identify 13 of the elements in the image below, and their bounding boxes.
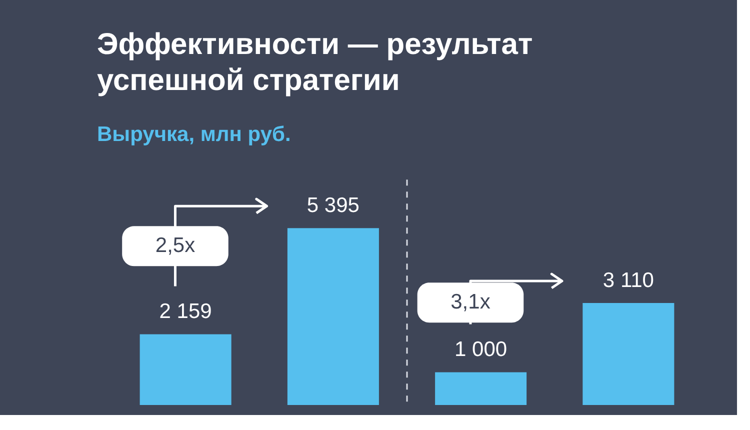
annotation: 2,5x	[155, 234, 196, 258]
data-label: 3 110	[602, 269, 654, 292]
text: Эффективности — результат	[97, 28, 533, 61]
bar	[582, 303, 674, 405]
data-label: 1 000	[454, 338, 508, 362]
bar	[140, 334, 232, 405]
bar	[287, 228, 379, 405]
data-label: 2 159	[159, 300, 212, 324]
chart-subtitle: Выручка, млн руб.	[97, 123, 291, 146]
text: успешной стратегии	[97, 64, 400, 97]
bar	[435, 372, 527, 405]
data-label: 5 395	[306, 194, 360, 218]
annotation: 3,1x	[450, 290, 491, 314]
